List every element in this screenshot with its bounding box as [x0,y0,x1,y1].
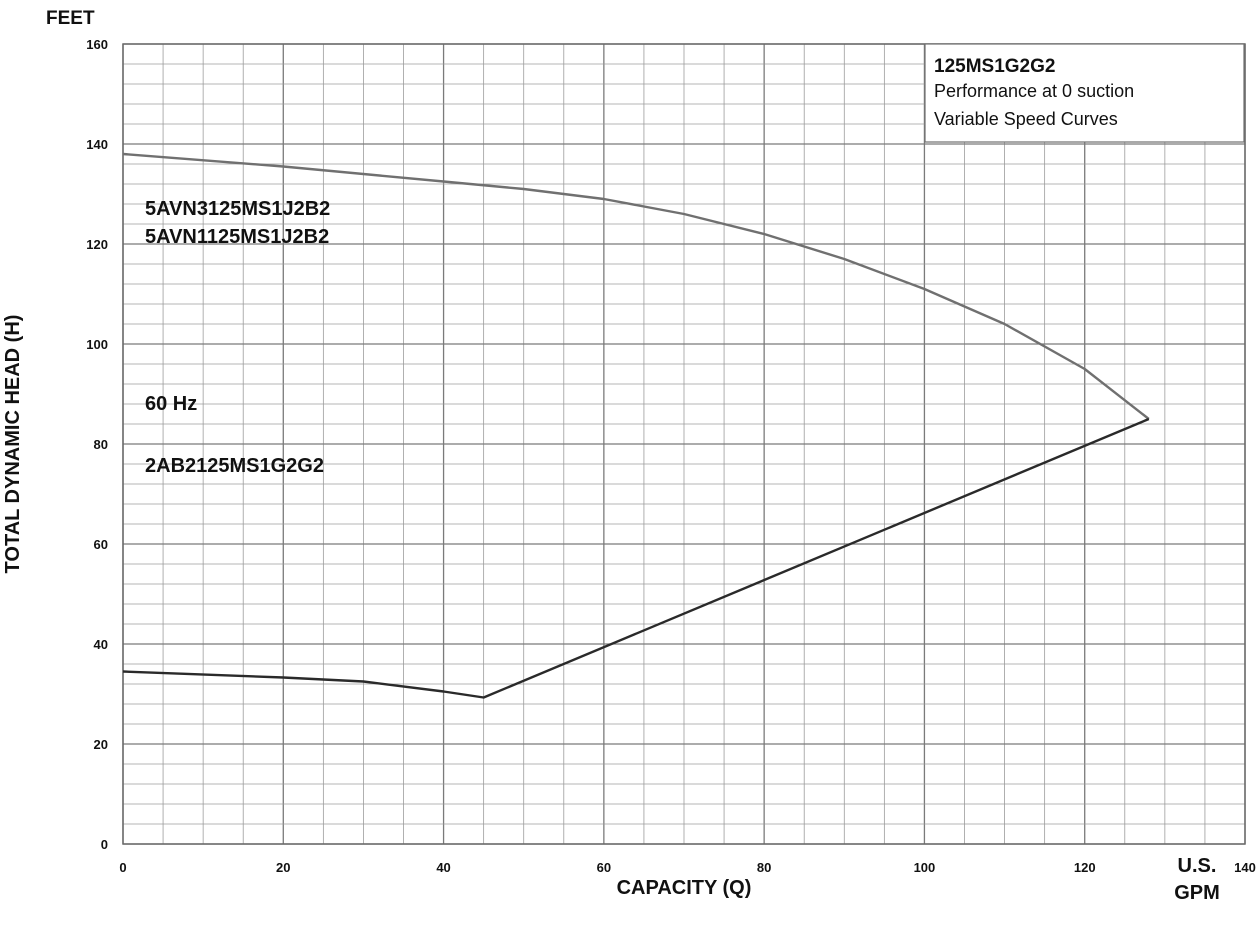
x-tick-label: 40 [436,860,450,875]
y-tick-label: 0 [101,837,108,852]
y-tick-label: 120 [86,237,108,252]
y-tick-label: 80 [94,437,108,452]
curve-lower [122,417,1150,699]
info-box-line-1: Performance at 0 suction [934,81,1134,101]
info-box-title: 125MS1G2G2 [934,56,1055,77]
series-group [122,152,1150,699]
model-label-b: 5AVN1125MS1J2B2 [145,226,329,248]
plot-border [122,43,1246,845]
x-unit-label-line-1: U.S. [1178,855,1217,877]
model-label-a: 5AVN3125MS1J2B2 [145,198,330,220]
x-tick-label: 60 [597,860,611,875]
x-tick-label: 20 [276,860,290,875]
y-tick-label: 160 [86,37,108,52]
info-box [924,43,1245,143]
grid [122,43,1246,845]
y-tick-label: 100 [86,337,108,352]
y-tick-label: 20 [94,737,108,752]
x-axis-title: CAPACITY (Q) [617,877,752,899]
x-tick-label: 0 [119,860,126,875]
y-tick-label: 60 [94,537,108,552]
y-axis-title: TOTAL DYNAMIC HEAD (H) [2,315,24,574]
model-label-c: 2AB2125MS1G2G2 [145,455,324,477]
x-unit-label-line-2: GPM [1174,882,1220,904]
x-tick-label: 140 [1234,860,1256,875]
tick-labels: 0 20 40 60 80 100 120 140 0 20 40 60 80 100 120 140 160 [86,37,1256,875]
curve-upper [122,152,1150,420]
y-tick-label: 40 [94,637,108,652]
x-tick-label: 100 [914,860,936,875]
y-tick-label: 140 [86,137,108,152]
frequency-label: 60 Hz [145,393,197,415]
y-unit-label: FEET [46,8,95,29]
x-tick-label: 80 [757,860,771,875]
x-tick-label: 120 [1074,860,1096,875]
info-box-line-2: Variable Speed Curves [934,109,1118,129]
